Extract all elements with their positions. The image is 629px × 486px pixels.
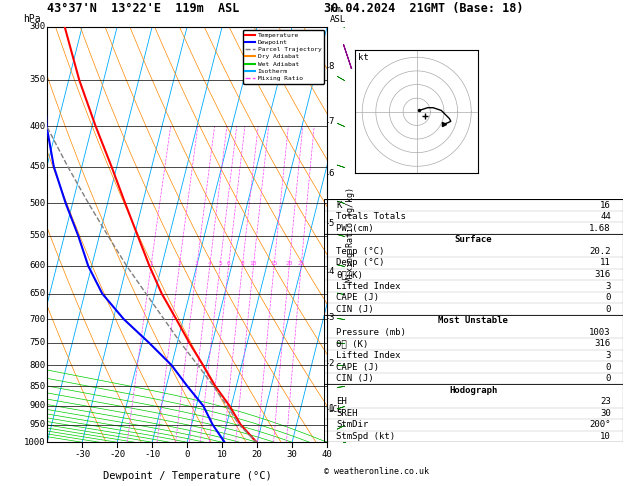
- Text: 350: 350: [30, 75, 46, 85]
- Text: LCL: LCL: [328, 405, 342, 414]
- Text: 5: 5: [218, 261, 222, 266]
- Text: 43°37'N  13°22'E  119m  ASL: 43°37'N 13°22'E 119m ASL: [47, 1, 240, 15]
- Text: 500: 500: [30, 199, 46, 208]
- Text: CAPE (J): CAPE (J): [336, 363, 379, 371]
- Text: 2: 2: [328, 359, 334, 367]
- Text: 20: 20: [252, 450, 262, 459]
- Text: 20.2: 20.2: [589, 247, 611, 256]
- Text: 10: 10: [600, 432, 611, 441]
- Text: 0: 0: [605, 374, 611, 383]
- Text: 8: 8: [240, 261, 244, 266]
- Text: 850: 850: [30, 382, 46, 391]
- Text: 1.68: 1.68: [589, 224, 611, 233]
- Text: 900: 900: [30, 401, 46, 410]
- Text: Surface: Surface: [455, 235, 492, 244]
- Text: Dewp (°C): Dewp (°C): [336, 259, 384, 267]
- Text: 5: 5: [328, 219, 334, 227]
- Text: 8: 8: [328, 62, 334, 71]
- Text: Lifted Index: Lifted Index: [336, 351, 401, 360]
- Text: 0: 0: [605, 293, 611, 302]
- Text: kt: kt: [358, 53, 369, 62]
- Text: Hodograph: Hodograph: [449, 386, 498, 395]
- Text: Most Unstable: Most Unstable: [438, 316, 508, 325]
- Text: 15: 15: [270, 261, 278, 266]
- Text: CIN (J): CIN (J): [336, 374, 374, 383]
- Text: 650: 650: [30, 289, 46, 298]
- Text: 600: 600: [30, 261, 46, 270]
- Text: -30: -30: [74, 450, 90, 459]
- Text: 316: 316: [594, 339, 611, 348]
- Text: CAPE (J): CAPE (J): [336, 293, 379, 302]
- Text: 0: 0: [605, 363, 611, 371]
- Text: 30: 30: [600, 409, 611, 418]
- Text: 450: 450: [30, 162, 46, 171]
- Text: 16: 16: [600, 201, 611, 209]
- Text: 40: 40: [321, 450, 333, 459]
- Text: 44: 44: [600, 212, 611, 221]
- Text: 4: 4: [328, 267, 334, 276]
- Text: K: K: [336, 201, 342, 209]
- Text: 3: 3: [605, 351, 611, 360]
- Text: 11: 11: [600, 259, 611, 267]
- Text: 30.04.2024  21GMT (Base: 18): 30.04.2024 21GMT (Base: 18): [324, 1, 523, 15]
- Text: Pressure (mb): Pressure (mb): [336, 328, 406, 337]
- Text: θᴄ(K): θᴄ(K): [336, 270, 363, 279]
- Text: Temp (°C): Temp (°C): [336, 247, 384, 256]
- Text: 3: 3: [328, 313, 334, 322]
- Text: Totals Totals: Totals Totals: [336, 212, 406, 221]
- Text: 10: 10: [217, 450, 228, 459]
- Legend: Temperature, Dewpoint, Parcel Trajectory, Dry Adiabat, Wet Adiabat, Isotherm, Mi: Temperature, Dewpoint, Parcel Trajectory…: [243, 30, 324, 84]
- Text: hPa: hPa: [23, 14, 41, 24]
- Text: 300: 300: [30, 22, 46, 31]
- Text: 3: 3: [195, 261, 199, 266]
- Text: 30: 30: [287, 450, 298, 459]
- Text: 800: 800: [30, 361, 46, 370]
- Text: Lifted Index: Lifted Index: [336, 281, 401, 291]
- Text: 3: 3: [605, 281, 611, 291]
- Text: PW (cm): PW (cm): [336, 224, 374, 233]
- Text: -10: -10: [144, 450, 160, 459]
- Text: 0: 0: [184, 450, 190, 459]
- Text: 2: 2: [177, 261, 181, 266]
- Text: 23: 23: [600, 397, 611, 406]
- Text: 700: 700: [30, 314, 46, 324]
- Text: 25: 25: [298, 261, 305, 266]
- Text: 200°: 200°: [589, 420, 611, 430]
- Text: CIN (J): CIN (J): [336, 305, 374, 313]
- Text: θᴄ (K): θᴄ (K): [336, 339, 368, 348]
- Text: 1: 1: [328, 404, 334, 413]
- Text: 10: 10: [250, 261, 257, 266]
- Text: 950: 950: [30, 420, 46, 429]
- Text: 6: 6: [328, 169, 334, 178]
- Text: 316: 316: [594, 270, 611, 279]
- Text: km
ASL: km ASL: [330, 5, 347, 24]
- Text: © weatheronline.co.uk: © weatheronline.co.uk: [324, 467, 429, 476]
- Text: 4: 4: [208, 261, 211, 266]
- Text: EH: EH: [336, 397, 347, 406]
- Text: SREH: SREH: [336, 409, 357, 418]
- Text: 1000: 1000: [25, 438, 46, 447]
- Text: 750: 750: [30, 338, 46, 347]
- Text: 0: 0: [605, 305, 611, 313]
- Text: 6: 6: [226, 261, 230, 266]
- Text: 1: 1: [149, 261, 153, 266]
- Text: StmDir: StmDir: [336, 420, 368, 430]
- Text: 400: 400: [30, 122, 46, 131]
- Text: StmSpd (kt): StmSpd (kt): [336, 432, 395, 441]
- Text: 1003: 1003: [589, 328, 611, 337]
- Text: 550: 550: [30, 231, 46, 241]
- Text: -20: -20: [109, 450, 125, 459]
- Text: 7: 7: [328, 117, 334, 126]
- Text: Dewpoint / Temperature (°C): Dewpoint / Temperature (°C): [103, 471, 272, 481]
- Text: 20: 20: [286, 261, 293, 266]
- Text: Mixing Ratio (g/kg): Mixing Ratio (g/kg): [347, 187, 355, 282]
